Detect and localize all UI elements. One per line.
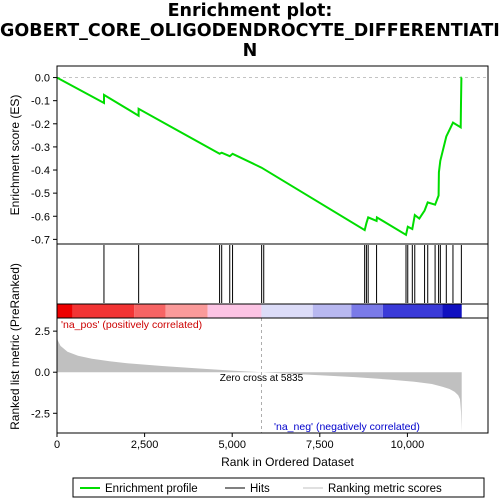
es-y-tick-label: -0.6 bbox=[31, 211, 50, 223]
enrichment-profile-line bbox=[56, 76, 463, 237]
es-y-tick-label: -0.4 bbox=[31, 165, 50, 177]
legend-box bbox=[72, 477, 485, 498]
metric-y-tick-label: -2.5 bbox=[31, 408, 50, 420]
metric-y-axis-label: Ranked list metric (PreRanked) bbox=[8, 263, 22, 430]
es-y-tick-label: -0.3 bbox=[31, 142, 50, 154]
es-y-axis-label: Enrichment score (ES) bbox=[8, 95, 22, 216]
rank-color-segment bbox=[72, 304, 135, 318]
x-tick-label: 7,500 bbox=[306, 439, 334, 451]
legend-label: Ranking metric scores bbox=[328, 483, 442, 495]
es-y-tick-label: -0.2 bbox=[31, 119, 50, 131]
legend-label: Enrichment profile bbox=[105, 483, 198, 495]
rank-color-segment bbox=[165, 304, 208, 318]
hits-panel-frame bbox=[56, 243, 489, 305]
metric-panel-frame bbox=[56, 317, 489, 434]
rank-color-segment bbox=[382, 304, 443, 318]
positive-correlation-label: 'na_pos' (positively correlated) bbox=[61, 319, 202, 331]
x-tick-label: 5,000 bbox=[218, 439, 246, 451]
rank-color-segment bbox=[207, 304, 262, 318]
es-y-tick-label: -0.5 bbox=[31, 188, 50, 200]
metric-y-tick-label: 0.0 bbox=[35, 367, 50, 379]
chart-title-line-1: Enrichment plot: bbox=[167, 1, 333, 21]
x-tick-label: 2,500 bbox=[131, 439, 159, 451]
legend-label: Hits bbox=[250, 483, 270, 495]
x-tick-label: 0 bbox=[54, 439, 60, 451]
chart-title-line-3: N bbox=[242, 41, 258, 61]
negative-correlation-label: 'na_neg' (negatively correlated) bbox=[274, 421, 420, 433]
rank-color-segment bbox=[134, 304, 166, 318]
es-y-tick-label: 0.0 bbox=[35, 73, 50, 85]
rank-color-segment bbox=[351, 304, 383, 318]
x-axis-label: Rank in Ordered Dataset bbox=[221, 455, 354, 469]
rank-color-segment bbox=[312, 304, 352, 318]
rank-color-segment bbox=[261, 304, 313, 318]
metric-y-tick-label: 2.5 bbox=[35, 326, 50, 338]
zero-cross-label: Zero cross at 5835 bbox=[220, 373, 304, 384]
es-panel-background bbox=[57, 66, 488, 244]
es-y-tick-label: -0.7 bbox=[31, 234, 50, 246]
rank-color-segment bbox=[442, 304, 462, 318]
es-y-tick-label: -0.1 bbox=[31, 96, 50, 108]
chart-title-line-2: GOBERT_CORE_OLIGODENDROCYTE_DIFFERENTIAT… bbox=[0, 21, 500, 41]
x-tick-label: 10,000 bbox=[391, 439, 425, 451]
rank-color-segment bbox=[57, 304, 73, 318]
